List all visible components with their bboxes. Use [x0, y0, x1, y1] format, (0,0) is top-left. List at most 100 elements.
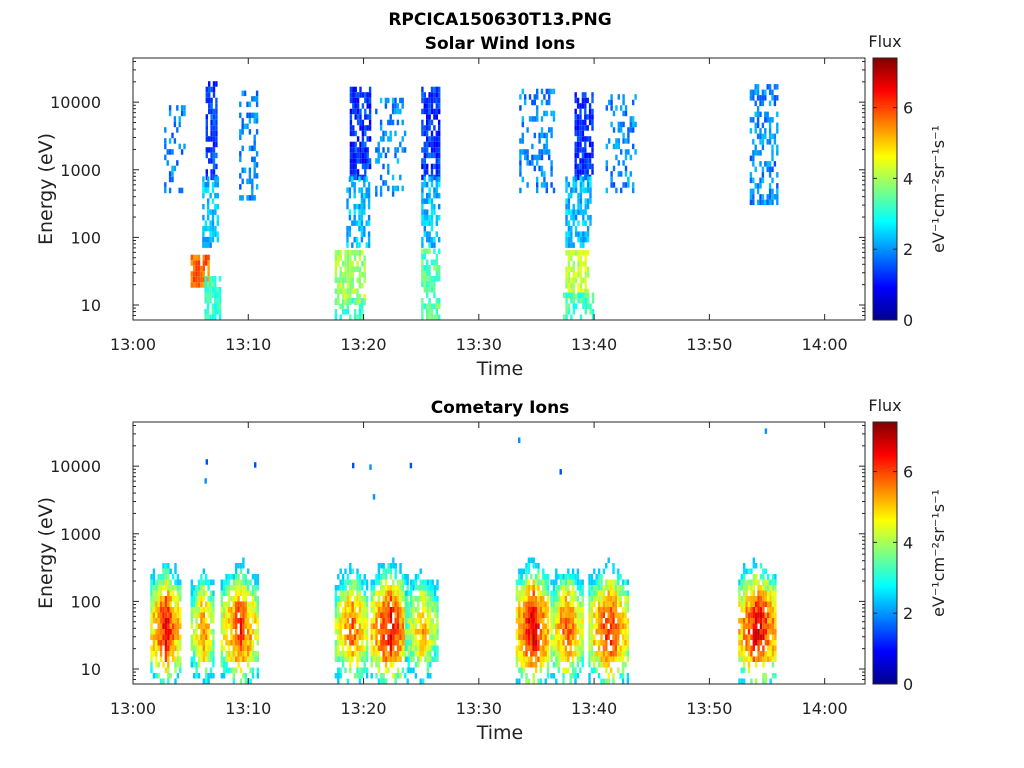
flux-cell	[559, 623, 563, 629]
flux-cell	[361, 634, 364, 640]
flux-cell	[355, 220, 359, 226]
flux-cell	[382, 136, 385, 142]
flux-cell	[239, 195, 242, 201]
flux-cell	[232, 678, 235, 684]
flux-cell	[435, 214, 438, 221]
flux-cell	[614, 629, 618, 635]
flux-cell	[207, 596, 210, 602]
flux-cell	[202, 181, 205, 188]
flux-cell	[518, 640, 521, 646]
flux-cell	[394, 147, 397, 153]
flux-cell	[579, 209, 583, 215]
flux-cell	[752, 634, 755, 640]
flux-cell	[435, 220, 438, 226]
flux-cell	[740, 623, 743, 629]
flux-cell	[251, 651, 255, 657]
flux-cell	[555, 612, 558, 618]
flux-cell	[401, 607, 405, 613]
flux-cell	[581, 92, 585, 98]
flux-cell	[351, 288, 354, 294]
flux-cell	[626, 596, 630, 602]
flux-cell	[431, 618, 434, 624]
flux-cell	[155, 612, 158, 618]
flux-cell	[339, 656, 342, 662]
flux-cell	[567, 288, 571, 295]
flux-cell	[171, 585, 175, 591]
flux-cell	[152, 568, 156, 574]
flux-cell	[571, 656, 575, 662]
flux-cell	[384, 579, 388, 585]
flux-cell	[251, 629, 255, 635]
flux-cell	[195, 640, 198, 646]
flux-cell	[557, 607, 560, 613]
flux-cell	[574, 579, 577, 585]
flux-cell	[624, 623, 627, 629]
flux-cell	[423, 141, 426, 148]
flux-cell	[368, 163, 372, 170]
flux-cell	[557, 645, 560, 651]
flux-cell	[210, 158, 213, 164]
flux-cell	[242, 651, 245, 657]
flux-cell	[584, 272, 587, 278]
flux-cell	[159, 618, 163, 624]
flux-cell	[157, 623, 160, 629]
flux-cell	[207, 673, 210, 679]
flux-cell	[157, 645, 160, 651]
flux-cell	[176, 585, 180, 591]
flux-cell	[214, 298, 217, 304]
flux-cell	[749, 155, 753, 162]
flux-cell	[389, 563, 393, 569]
flux-cell	[366, 152, 369, 159]
flux-cell	[754, 144, 757, 151]
flux-cell	[624, 596, 627, 602]
flux-cell	[574, 152, 577, 159]
flux-cell	[190, 596, 193, 602]
flux-cell	[577, 283, 580, 289]
flux-cell	[253, 173, 256, 179]
flux-cell	[754, 100, 757, 107]
flux-cell	[358, 209, 361, 215]
flux-cell	[202, 612, 205, 618]
flux-cell	[392, 645, 395, 651]
flux-cell	[212, 579, 215, 585]
flux-cell	[532, 612, 535, 618]
flux-cell	[426, 231, 429, 237]
flux-cell	[251, 667, 255, 673]
flux-cell	[230, 640, 233, 646]
flux-cell	[251, 96, 254, 102]
flux-cell	[356, 294, 359, 300]
flux-cell	[555, 590, 558, 596]
flux-cell	[417, 585, 420, 591]
flux-cell	[256, 607, 259, 613]
flux-cell	[423, 176, 426, 182]
flux-cell	[223, 667, 226, 673]
flux-cell	[430, 152, 434, 159]
flux-cell	[579, 187, 583, 193]
flux-cell	[162, 662, 165, 668]
flux-cell	[351, 277, 354, 283]
flux-cell	[405, 590, 408, 596]
flux-cell	[344, 277, 347, 283]
flux-cell	[361, 623, 364, 629]
flux-cell	[230, 596, 233, 602]
flux-cell	[588, 108, 592, 115]
flux-cell	[557, 623, 560, 629]
flux-cell	[605, 143, 608, 150]
flux-cell	[581, 158, 585, 164]
flux-cell	[207, 607, 210, 613]
flux-cell	[334, 298, 338, 304]
flux-cell	[337, 299, 340, 305]
flux-cell	[205, 607, 208, 613]
flux-cell	[164, 138, 167, 144]
flux-cell	[570, 255, 573, 262]
flux-cell	[552, 640, 556, 646]
flux-cell	[409, 640, 413, 646]
flux-cell	[152, 596, 156, 602]
flux-cell	[540, 154, 544, 161]
flux-cell	[550, 182, 553, 188]
flux-cell	[341, 303, 345, 309]
flux-cell	[426, 236, 429, 243]
flux-cell	[407, 667, 410, 673]
flux-cell	[349, 169, 353, 175]
